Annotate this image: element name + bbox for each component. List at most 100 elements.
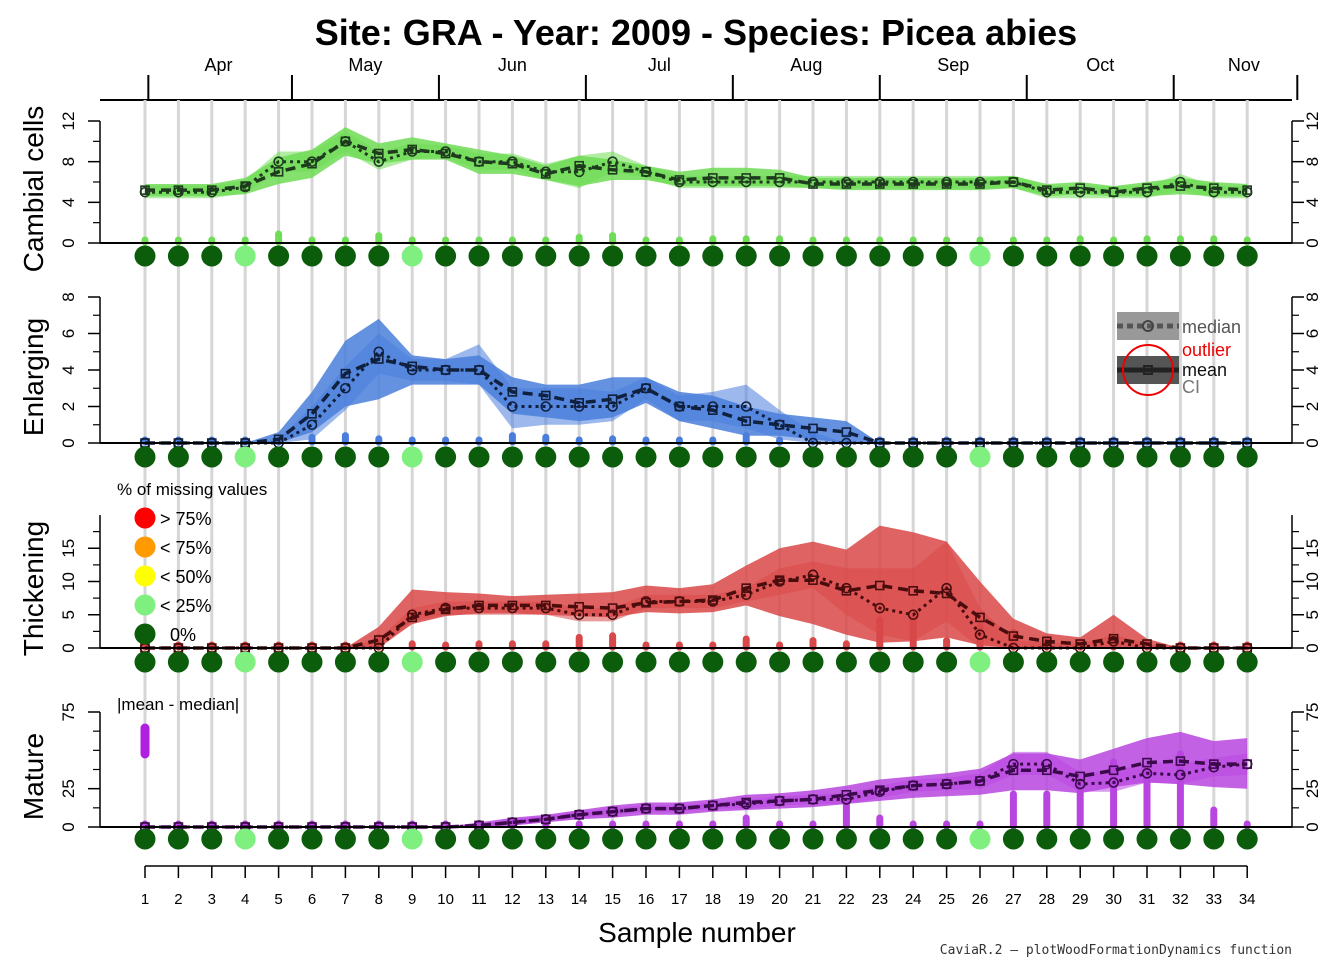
mean-point [507, 600, 518, 611]
month-label: May [348, 55, 382, 75]
median-point [907, 609, 919, 621]
missing-value-marker [268, 446, 290, 468]
missing-value-marker [668, 828, 690, 850]
month-label: Sep [937, 55, 969, 75]
legend-median-label: median [1182, 317, 1241, 337]
panel-cambial-cells: 0 4 8 12 0 4 8 12 Cambial cells [18, 106, 1322, 273]
missing-value-marker [535, 245, 557, 267]
missing-value-marker [268, 245, 290, 267]
panels: 0 4 8 12 0 4 8 12 Cambial cells 0 2 4 6 8 0 2 4 6 8 Enlargi… [18, 100, 1322, 850]
mean-point [707, 405, 718, 415]
missing-value-marker [969, 828, 991, 850]
missing-value-marker [234, 828, 256, 850]
missing-value-marker [602, 446, 624, 468]
missing-value-marker [702, 651, 724, 673]
median-point [1141, 768, 1153, 779]
x-tick-label: 8 [375, 891, 383, 908]
median-point [1175, 769, 1186, 781]
mean-point [607, 394, 618, 405]
missing-value-marker [668, 446, 690, 468]
missing-value-marker [1069, 828, 1091, 850]
mean-point [808, 423, 818, 434]
missing-value-marker [568, 828, 590, 850]
mean-point [774, 173, 785, 183]
mean-point [774, 575, 785, 585]
mean-point [574, 160, 585, 171]
missing-value-marker [435, 651, 457, 673]
missing-value-marker [969, 245, 991, 267]
mean-point [1042, 185, 1052, 195]
mean-point [808, 575, 818, 585]
median-point [1008, 758, 1019, 770]
missing-value-marker [969, 651, 991, 673]
missing-value-marker [702, 828, 724, 850]
mean-point [173, 185, 184, 195]
mean-point [140, 185, 150, 195]
missing-value-marker [668, 245, 690, 267]
missing-value-marker [568, 651, 590, 673]
missing-value-marker [401, 446, 423, 468]
missing-value-marker [1236, 245, 1258, 267]
missing-value-marker [1002, 245, 1024, 267]
missing-value-marker [301, 446, 323, 468]
y-tick-label: 0 [59, 438, 78, 447]
missing-value-marker [501, 245, 523, 267]
mean-point [474, 156, 484, 167]
missing-value-marker [468, 446, 490, 468]
mean-point [307, 158, 317, 169]
missing-value-marker [1069, 651, 1091, 673]
missing-legend-title: % of missing values [117, 480, 267, 499]
month-label: Oct [1086, 55, 1114, 75]
missing-value-marker [1002, 828, 1024, 850]
median-point [740, 589, 752, 601]
mean-point [707, 173, 718, 183]
missing-value-marker [568, 245, 590, 267]
missing-value-marker [1203, 446, 1225, 468]
mean-point [674, 803, 685, 814]
mean-point [641, 383, 651, 394]
y-axis-label: Enlarging [18, 318, 49, 436]
y-tick-label: 25 [1303, 779, 1322, 798]
missing-value-marker [535, 651, 557, 673]
y-tick-label: 4 [59, 365, 78, 374]
missing-value-marker [1169, 446, 1191, 468]
x-tick-label: 13 [537, 891, 554, 908]
panel-mature: 0 25 75 0 25 75 Mature [18, 703, 1322, 850]
y-tick-label: 2 [59, 402, 78, 411]
missing-value-marker [635, 446, 657, 468]
mean-point [808, 179, 818, 189]
legend-outlier-symbol [1122, 344, 1174, 396]
x-tick-label: 6 [308, 891, 316, 908]
y-tick-label: 8 [59, 292, 78, 301]
x-tick-label: 33 [1205, 891, 1222, 908]
mean-point [407, 144, 418, 155]
missing-value-marker [435, 245, 457, 267]
missing-values-legend: % of missing values > 75% < 75% < 50% < 25% 0… [117, 480, 267, 645]
missing-value-marker [1236, 446, 1258, 468]
missing-value-marker [635, 828, 657, 850]
mean-point [307, 408, 317, 419]
month-label: Nov [1228, 55, 1260, 75]
missing-value-marker [201, 446, 223, 468]
median-point [340, 382, 351, 394]
missing-value-marker [1103, 446, 1125, 468]
month-label: Jul [648, 55, 671, 75]
mean-point [540, 600, 551, 611]
missing-value-marker [568, 446, 590, 468]
missing-value-marker [401, 651, 423, 673]
y-tick-label: 12 [59, 112, 78, 131]
mean-point [207, 185, 217, 195]
missing-value-marker [201, 245, 223, 267]
mean-point [407, 361, 418, 372]
mean-point [1008, 765, 1019, 776]
mean-point [574, 398, 585, 408]
missing-value-marker [167, 651, 189, 673]
missing-legend-swatch [134, 623, 156, 645]
mean-point [540, 390, 551, 401]
missing-value-marker [368, 245, 390, 267]
x-tick-label: 26 [972, 891, 989, 908]
missing-value-marker [1069, 446, 1091, 468]
missing-value-marker [134, 828, 156, 850]
legend-mean-symbol [1143, 365, 1153, 375]
